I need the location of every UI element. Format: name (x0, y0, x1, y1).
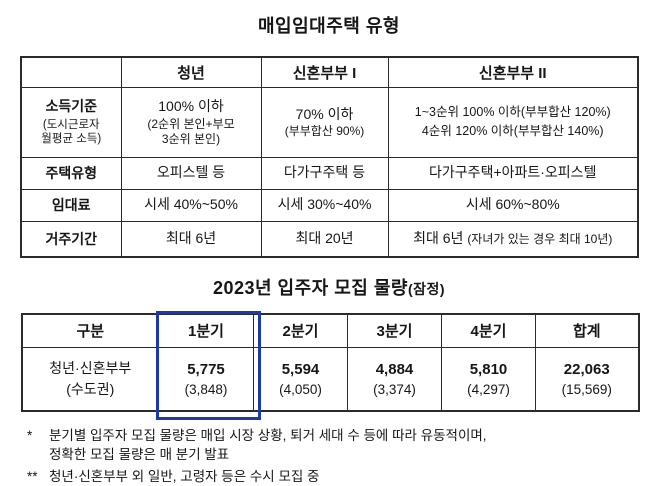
t1-rowlabel-rent: 임대료 (20, 188, 122, 222)
t2-header-q1: 1분기 (158, 313, 254, 348)
table1-title: 매입임대주택 유형 (258, 16, 400, 36)
footnote-2: ** 청년·신혼부부 외 일반, 고령자 등은 수시 모집 중 (23, 467, 635, 486)
t2-header-q2: 2분기 (253, 313, 348, 348)
footnote-marker: ** (27, 469, 38, 485)
cell-main: 최대 20년 (295, 229, 354, 246)
cell-main: 시세 60%~80% (465, 196, 560, 213)
value: 5,810 (469, 360, 508, 378)
row-label-sub: (도시근로자 월평균 소득) (41, 118, 102, 146)
t2-row-label: 청년·신혼부부 (수도권) (21, 346, 159, 412)
cell-main: 최대 6년 (165, 229, 217, 246)
t1-rowlabel-income: 소득기준 (도시근로자 월평균 소득) (20, 86, 122, 158)
t2-cell-total: 22,063 (15,569) (535, 346, 639, 412)
cell-main: 1~3순위 100% 이하(부부합산 120%) 4순위 120% 이하(부부합… (414, 104, 611, 138)
table2-title: 2023년 입주자 모집 물량(잠정) (20, 276, 638, 301)
table2-title-main: 2023년 입주자 모집 물량 (212, 278, 408, 298)
cell-main: 다가구주택 등 (283, 164, 366, 181)
recruitment-table-wrap: 구분 1분기 2분기 3분기 4분기 합계 청년·신혼부부 (수도권) 5,77… (20, 311, 640, 420)
t1-cell: 시세 40%~50% (120, 188, 262, 222)
table2-title-sub: (잠정) (407, 281, 446, 297)
footnote-text: 청년·신혼부부 외 일반, 고령자 등은 수시 모집 중 (49, 467, 635, 486)
t1-row-residency-period: 거주기간 최대 6년 최대 20년 최대 6년 (자녀가 있는 경우 최대 10… (20, 220, 639, 258)
cell-main: 오피스텔 등 (156, 164, 226, 181)
row-label: 소득기준 (45, 98, 98, 115)
t1-row-rent: 임대료 시세 40%~50% 시세 30%~40% 시세 60%~80% (20, 188, 639, 222)
t2-cell-q2: 5,594 (4,050) (253, 346, 348, 412)
footnote-text: 분기별 입주자 모집 물량은 매입 시장 상황, 퇴거 세대 수 등에 따라 유… (49, 426, 635, 464)
recruitment-table: 구분 1분기 2분기 3분기 4분기 합계 청년·신혼부부 (수도권) 5,77… (20, 313, 640, 412)
cell-sub: (2순위 본인+부모 3순위 본인) (147, 116, 235, 146)
t1-cell: 시세 30%~40% (260, 188, 389, 222)
t2-header-category: 구분 (21, 313, 159, 348)
t1-rowlabel-housing-type: 주택유형 (20, 156, 122, 190)
sub-value: (15,569) (561, 382, 612, 398)
t2-data-row: 청년·신혼부부 (수도권) 5,775 (3,848) 5,594 (4,050… (21, 346, 639, 412)
t2-cell-q1: 5,775 (3,848) (158, 346, 254, 412)
sub-value: (3,374) (373, 382, 416, 398)
value: 4,884 (375, 360, 414, 378)
value: 5,775 (187, 360, 225, 378)
t1-corner-cell (20, 56, 122, 88)
cell-main: 시세 30%~40% (277, 196, 372, 213)
t2-header-q3: 3분기 (347, 313, 442, 348)
t2-header-total: 합계 (535, 313, 639, 348)
t2-header-row: 구분 1분기 2분기 3분기 4분기 합계 (21, 313, 639, 348)
t2-cell-q3: 4,884 (3,374) (347, 346, 442, 412)
sub-value: (4,297) (467, 382, 510, 398)
footnote-line: 청년·신혼부부 외 일반, 고령자 등은 수시 모집 중 (49, 469, 320, 485)
value: 22,063 (563, 360, 610, 378)
t1-cell: 다가구주택+아파트·오피스텔 (387, 156, 639, 190)
t1-row-housing-type: 주택유형 오피스텔 등 다가구주택 등 다가구주택+아파트·오피스텔 (20, 156, 639, 190)
t1-cell: 오피스텔 등 (120, 156, 262, 190)
t1-rowlabel-residency-period: 거주기간 (20, 220, 122, 258)
cell-sub: (자녀가 있는 경우 최대 10년) (467, 231, 613, 246)
cell-main: 시세 40%~50% (144, 196, 238, 213)
t1-header-newlywed1: 신혼부부 I (260, 56, 389, 88)
footnote-marker: * (27, 428, 33, 443)
t1-cell-income-newlywed2: 1~3순위 100% 이하(부부합산 120%) 4순위 120% 이하(부부합… (387, 86, 639, 158)
t1-cell: 최대 20년 (260, 220, 389, 258)
housing-type-table: 청년 신혼부부 I 신혼부부 II 소득기준 (도시근로자 월평균 소득) 10… (20, 56, 639, 258)
t1-cell-income-youth: 100% 이하 (2순위 본인+부모 3순위 본인) (120, 86, 262, 158)
footnote-1: * 분기별 입주자 모집 물량은 매입 시장 상황, 퇴거 세대 수 등에 따라… (23, 426, 635, 464)
t1-header-row: 청년 신혼부부 I 신혼부부 II (20, 56, 639, 88)
cell-main: 최대 6년 (자녀가 있는 경우 최대 10년) (392, 229, 635, 249)
cell-main: 70% 이하 (295, 105, 354, 122)
t2-header-q4: 4분기 (441, 313, 536, 348)
t1-cell: 최대 6년 (120, 220, 262, 258)
cell-main: 다가구주택+아파트·오피스텔 (429, 164, 597, 181)
sub-value: (3,848) (184, 382, 228, 398)
t1-cell: 최대 6년 (자녀가 있는 경우 최대 10년) (387, 220, 639, 258)
footnote-line: 정확한 모집 물량은 매 분기 발표 (49, 447, 230, 463)
cell-main-text: 최대 6년 (413, 229, 464, 246)
t2-cell-q4: 5,810 (4,297) (441, 346, 536, 412)
cell-main: 100% 이하 (158, 98, 224, 115)
cell-sub: (부부합산 90%) (284, 124, 365, 139)
t1-header-newlywed2: 신혼부부 II (387, 56, 639, 88)
footnote-line: 분기별 입주자 모집 물량은 매입 시장 상황, 퇴거 세대 수 등에 따라 유… (49, 428, 487, 443)
t1-cell: 다가구주택 등 (260, 156, 389, 190)
t1-cell-income-newlywed1: 70% 이하 (부부합산 90%) (260, 86, 389, 158)
footnotes: * 분기별 입주자 모집 물량은 매입 시장 상황, 퇴거 세대 수 등에 따라… (23, 426, 635, 486)
t1-cell: 시세 60%~80% (387, 188, 639, 222)
t1-header-youth: 청년 (120, 56, 262, 88)
t1-row-income: 소득기준 (도시근로자 월평균 소득) 100% 이하 (2순위 본인+부모 3… (20, 86, 639, 158)
value: 5,594 (281, 360, 320, 378)
sub-value: (4,050) (279, 382, 322, 398)
